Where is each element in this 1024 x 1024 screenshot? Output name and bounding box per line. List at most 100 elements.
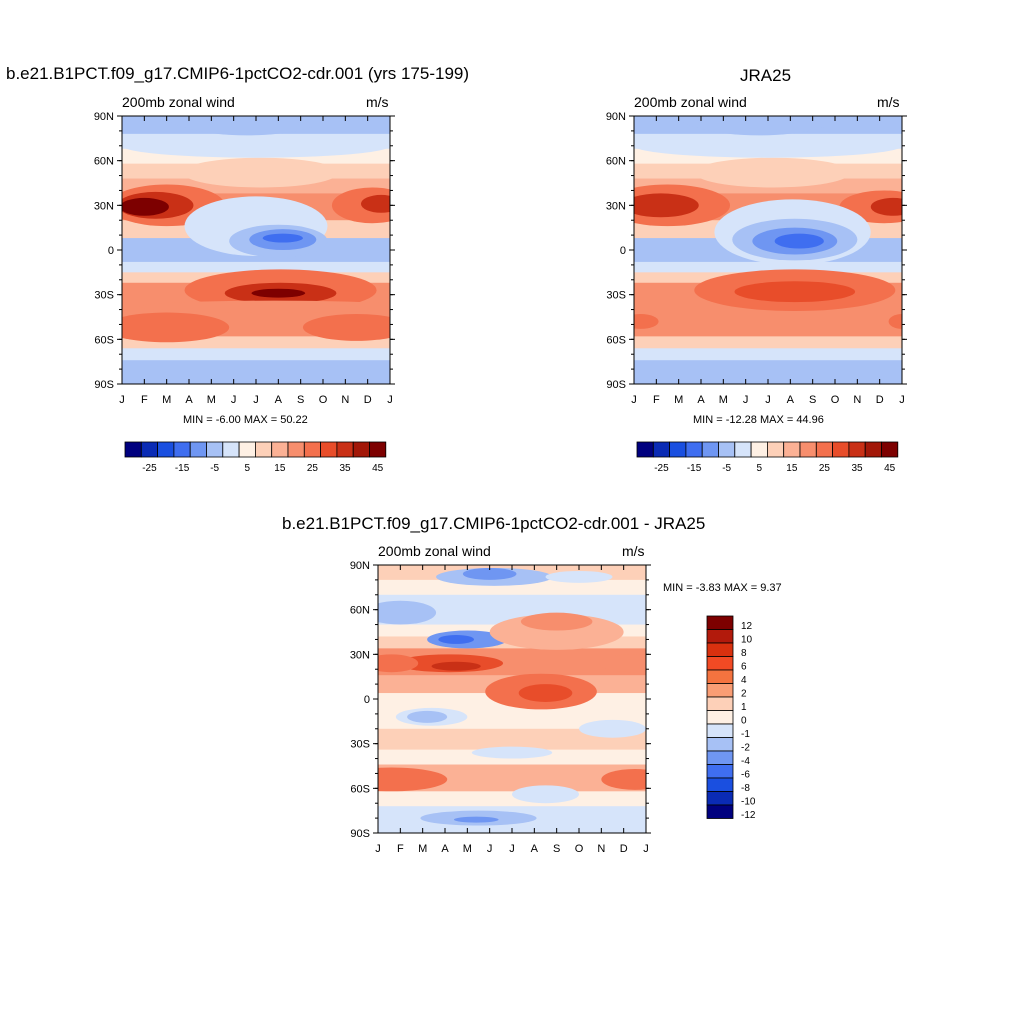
y-tick-label: 90N [350,560,370,572]
colorbar-swatch [157,441,175,458]
y-tick-label: 60S [94,334,114,346]
field-band [634,261,902,273]
colorbar-label: -15 [175,463,190,474]
y-tick-label: 0 [364,694,370,706]
field-0 [122,116,390,384]
y-tick-label: 60S [350,783,370,795]
colorbar-swatch [799,441,817,458]
colorbar-swatch [706,629,734,644]
y-tick-label: 90S [606,379,626,391]
panel1-title: b.e21.B1PCT.f09_g17.CMIP6-1pctCO2-cdr.00… [6,64,470,83]
x-tick-label: M [674,394,683,406]
colorbar-swatch [222,441,240,458]
colorbar-swatch [706,710,734,725]
x-tick-label: J [743,394,749,406]
colorbar-label: 10 [741,634,753,645]
x-tick-label: O [575,843,584,855]
x-tick-label: M [719,394,728,406]
y-tick-label: 30S [94,290,114,302]
field-contour [471,746,553,759]
colorbar-label: 15 [274,463,286,474]
panel2-colorbar: -25 -15 -5 5 15 25 35 45 [636,441,899,474]
panel2-units-label: m/s [877,94,900,110]
y-tick-label: 60N [94,156,114,168]
colorbar-label: 5 [756,463,762,474]
field-contour [139,300,390,313]
y-tick-label: 30N [606,200,626,212]
field-contour [378,654,419,673]
field-contour [182,157,339,188]
x-tick-label: D [620,843,628,855]
field-contour [774,233,824,249]
field-contour [579,719,646,738]
colorbar-label: -12 [741,810,756,821]
colorbar-swatch [864,441,882,458]
field-contour [438,634,475,644]
x-tick-label: J [231,394,237,406]
y-tick-label: 90N [606,111,626,123]
colorbar-swatch [336,441,354,458]
colorbar-swatch [881,441,899,458]
x-tick-label: J [387,394,393,406]
x-tick-label: J [765,394,771,406]
colorbar-label: 4 [741,675,747,686]
field-contour [431,661,481,671]
y-tick-label: 90S [350,828,370,840]
y-tick-label: 90N [94,111,114,123]
colorbar-swatch [706,764,734,779]
x-tick-label: N [597,843,605,855]
panel1-min-max: MIN = -6.00 MAX = 50.22 [183,414,308,426]
panel3-left-label: 200mb zonal wind [378,543,491,559]
field-band [378,728,646,751]
field-contour [634,133,902,158]
x-tick-label: M [207,394,216,406]
field-contour [262,233,303,243]
field-contour [462,567,517,580]
y-tick-label: 0 [620,245,626,257]
colorbar-label: 0 [741,715,747,726]
colorbar-label: -1 [741,729,750,740]
colorbar-swatch [706,683,734,698]
x-tick-label: J [899,394,905,406]
colorbar-swatch [706,642,734,657]
y-tick-label: 30S [350,739,370,751]
panel2-left-label: 200mb zonal wind [634,94,747,110]
colorbar-label: 15 [786,463,798,474]
colorbar-swatch [303,441,322,458]
field-contour [888,314,902,329]
colorbar-swatch [320,441,338,458]
colorbar-swatch [254,441,273,458]
colorbar-swatch [271,441,289,458]
x-tick-label: A [697,394,705,406]
colorbar-label: 5 [244,463,250,474]
field-contour [870,197,902,216]
x-tick-label: O [319,394,328,406]
field-1 [634,116,902,384]
field-band [634,312,902,337]
panel1-left-label: 200mb zonal wind [122,94,235,110]
colorbar-label: 25 [307,463,319,474]
colorbar-swatch [206,441,224,458]
panel3-units-label: m/s [622,543,645,559]
y-tick-label: 30N [350,649,370,661]
colorbar-swatch [750,441,768,458]
x-tick-label: A [275,394,283,406]
colorbar-swatch [706,791,734,806]
colorbar-label: 1 [741,702,747,713]
colorbar-swatch [173,441,191,458]
colorbar-swatch [706,656,734,671]
colorbar-swatch [189,441,207,458]
field-contour [407,710,448,723]
colorbar-label: -15 [687,463,702,474]
panel3-title: b.e21.B1PCT.f09_g17.CMIP6-1pctCO2-cdr.00… [282,514,706,533]
field-band [634,336,902,349]
colorbar-label: 2 [741,688,747,699]
field-contour [673,116,845,136]
field-contour [512,785,579,804]
x-tick-label: J [119,394,125,406]
x-tick-label: N [341,394,349,406]
field-contour [251,288,306,298]
colorbar-label: 6 [741,661,747,672]
y-tick-label: 30N [94,200,114,212]
